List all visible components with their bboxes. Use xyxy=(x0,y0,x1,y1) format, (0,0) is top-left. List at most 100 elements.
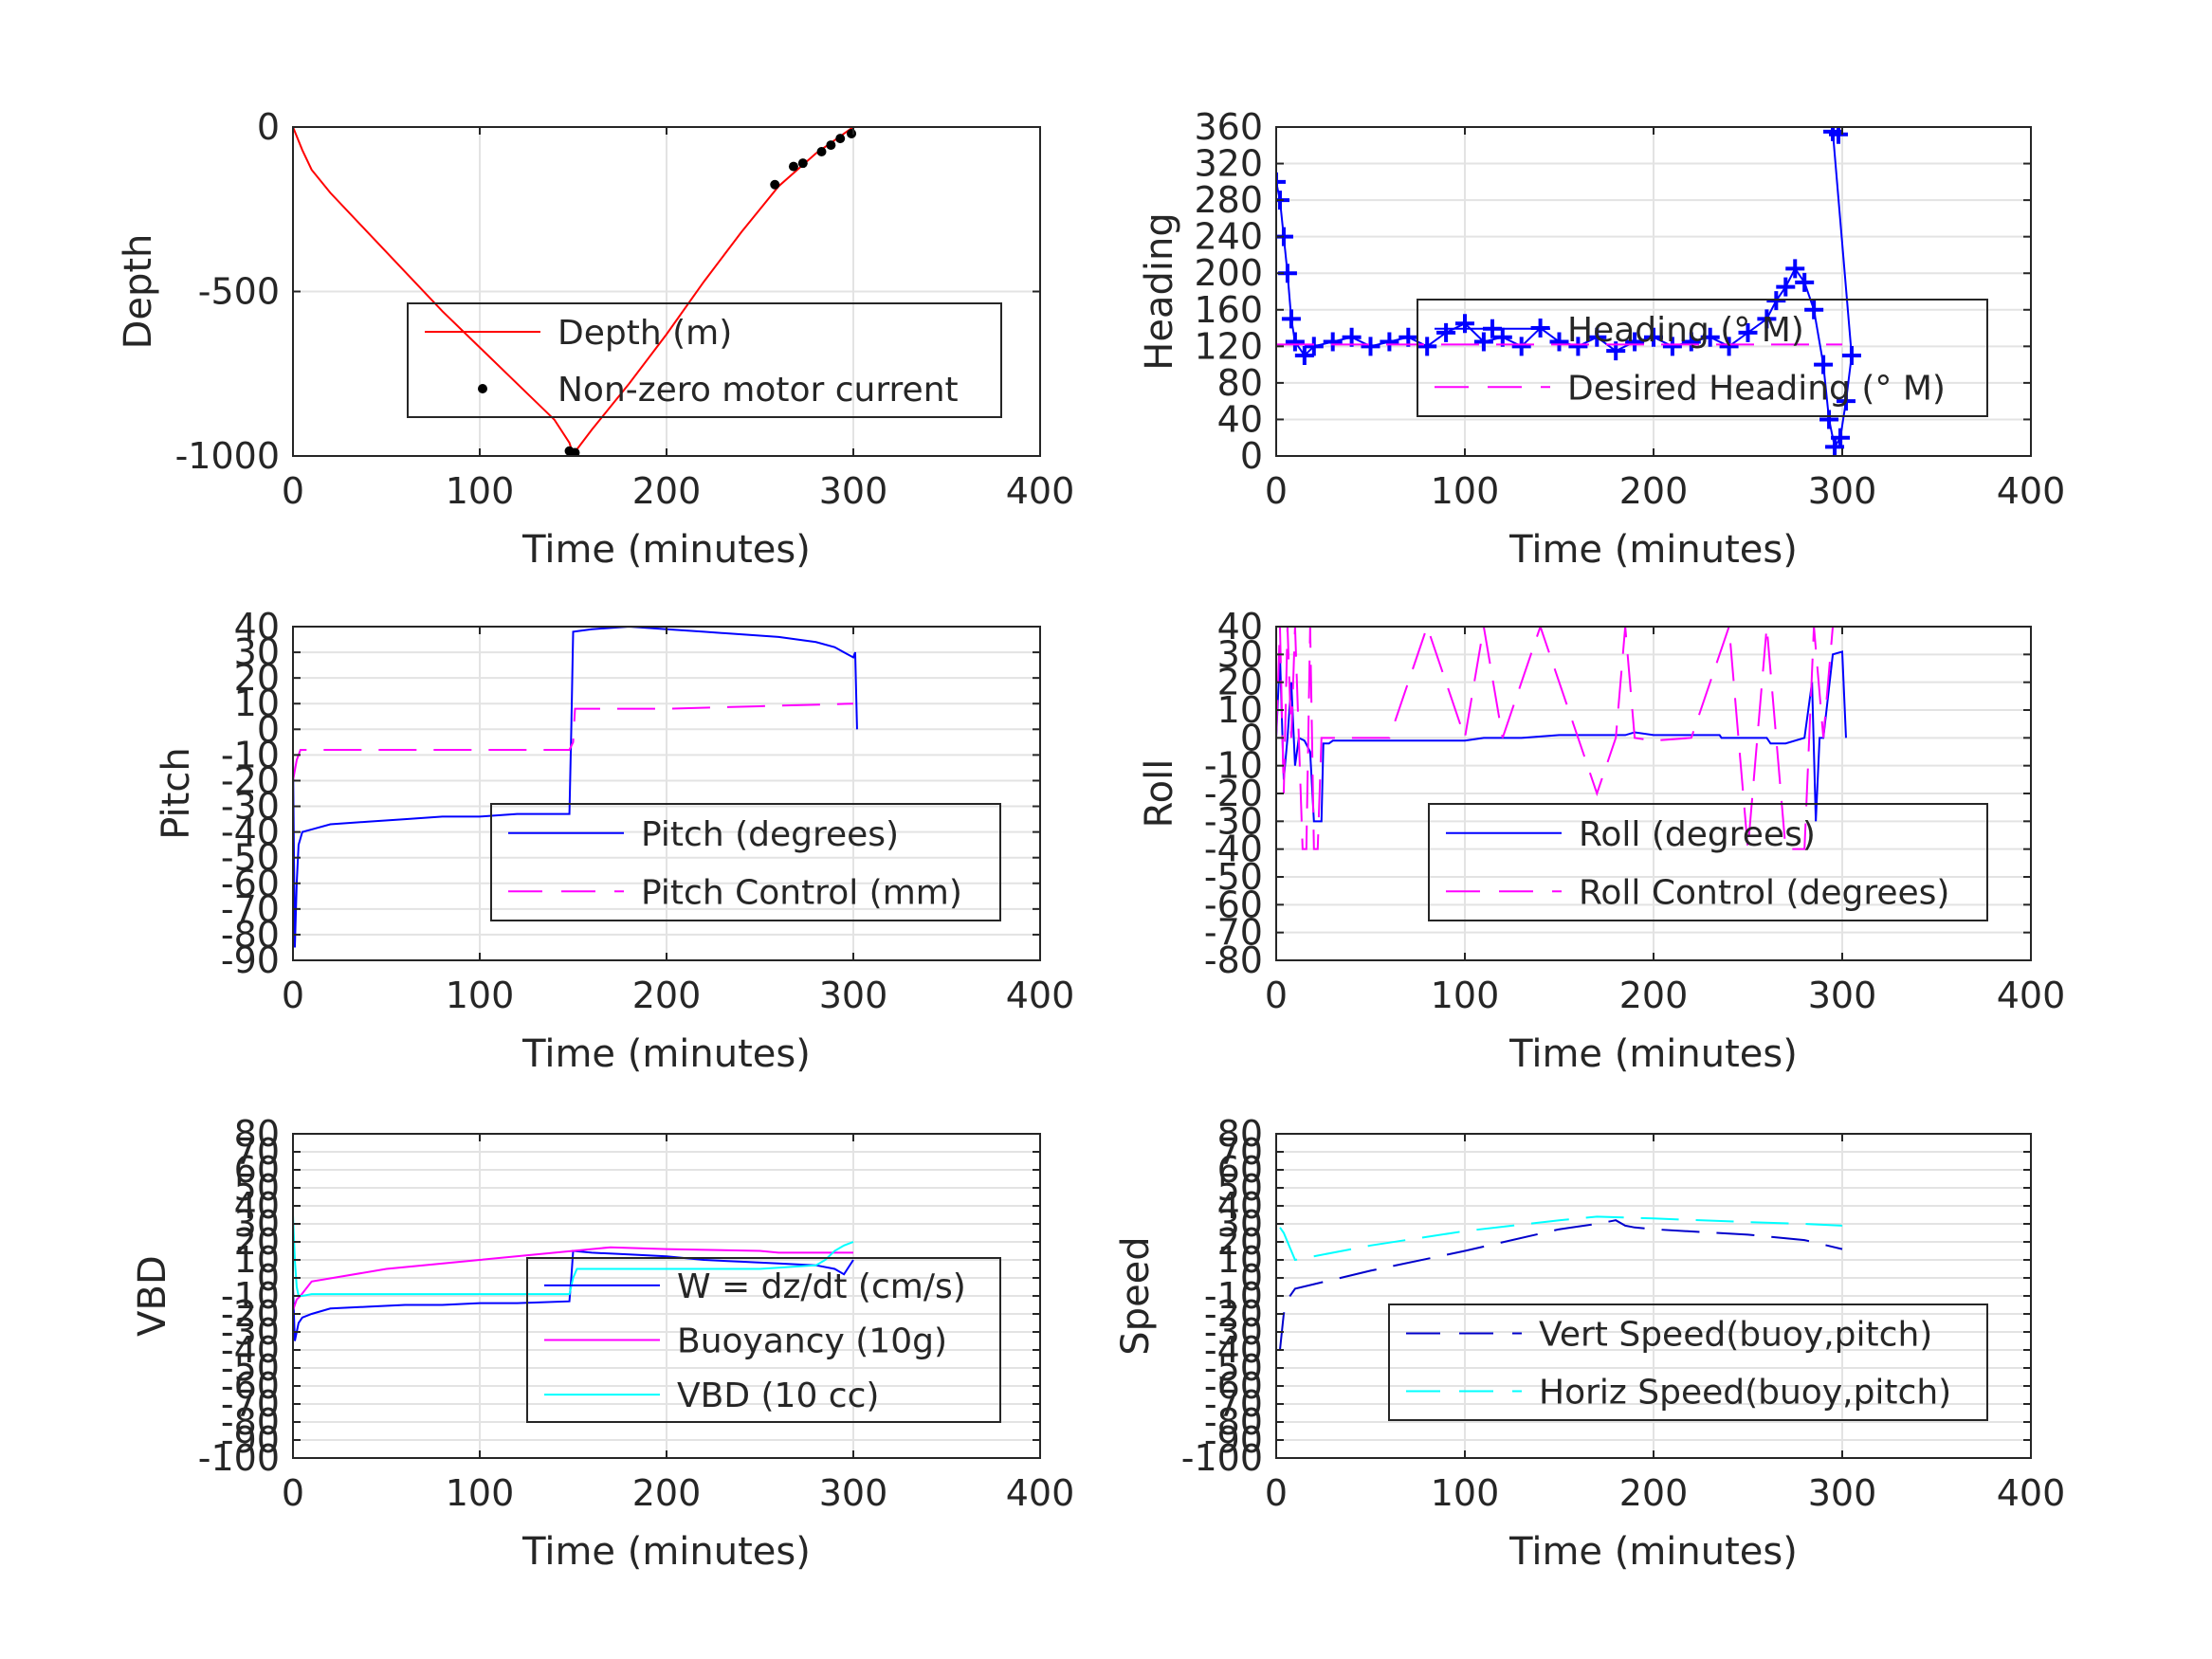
y-tick-label: -60 xyxy=(1204,884,1263,925)
series-heading-m-marker xyxy=(1719,337,1739,356)
series-heading-m-marker xyxy=(1361,337,1380,356)
y-axis-label: VBD xyxy=(131,1255,174,1337)
y-tick-label: -20 xyxy=(1204,773,1263,814)
x-tick-label: 0 xyxy=(1265,470,1288,512)
y-tick-label: -30 xyxy=(1204,800,1263,842)
y-tick-label: 40 xyxy=(234,1185,280,1227)
data-layer xyxy=(293,127,857,456)
x-tick-label: 100 xyxy=(1431,470,1500,512)
series-heading-m-marker xyxy=(1398,327,1418,347)
y-tick-label: 30 xyxy=(1217,1203,1263,1245)
series-heading-m-marker xyxy=(1644,327,1663,347)
legend-box xyxy=(1388,1304,1988,1421)
series-heading-m-marker xyxy=(1304,337,1324,356)
series-heading-m-marker xyxy=(1455,314,1474,334)
y-tick-label: -100 xyxy=(1181,1437,1263,1479)
y-tick-label: -50 xyxy=(221,837,280,879)
y-tick-label: 50 xyxy=(1217,1167,1263,1209)
series-heading-m-marker xyxy=(1492,327,1512,347)
y-tick-label: -90 xyxy=(1204,1419,1263,1461)
series-non-zero-motor-current-point xyxy=(816,147,827,157)
panel-vbd: 0 100 200 300 400-100-90-80-70-60-50-40-30-2… xyxy=(131,1113,1074,1574)
legend-label: Buoyancy (10g) xyxy=(677,1322,947,1361)
data-layer xyxy=(1276,627,1847,850)
y-tick-label: -90 xyxy=(221,1419,280,1461)
y-tick-label: 280 xyxy=(1194,179,1263,221)
x-tick-label: 100 xyxy=(1431,1472,1500,1514)
series-heading-m-marker xyxy=(1785,259,1805,279)
legend-label: Heading (° M) xyxy=(1567,311,1804,350)
series-heading-m-marker xyxy=(1549,332,1569,352)
y-tick-label: -60 xyxy=(221,1365,280,1407)
legend-box xyxy=(526,1257,1001,1423)
y-tick-label: -70 xyxy=(221,1383,280,1425)
y-tick-label: 80 xyxy=(1217,1113,1263,1155)
x-tick-label: 0 xyxy=(1265,1472,1288,1514)
series-heading-m-marker xyxy=(1700,327,1720,347)
series-non-zero-motor-current-point xyxy=(847,128,857,138)
x-tick-label: 300 xyxy=(819,1472,888,1514)
y-tick-label: 120 xyxy=(1194,325,1263,367)
panel-heading: 0 100 200 300 40004080120160200240280320360T… xyxy=(1138,106,2065,572)
y-tick-label: 0 xyxy=(257,106,280,148)
series-w-dz-dt-cm-s-line xyxy=(293,1249,854,1341)
panel-speed: 0 100 200 300 400-100-90-80-70-60-50-40-30-2… xyxy=(1114,1113,2065,1574)
y-tick-label: 40 xyxy=(1217,398,1263,440)
y-tick-label: 0 xyxy=(1240,1257,1263,1299)
x-tick-label: 100 xyxy=(446,975,515,1016)
y-tick-label: -30 xyxy=(221,1311,280,1353)
series-heading-m-marker xyxy=(1380,332,1399,352)
y-tick-label: -10 xyxy=(221,734,280,775)
series-heading-m-marker xyxy=(1681,332,1701,352)
series-heading-m-marker xyxy=(1568,337,1588,356)
y-tick-label: 30 xyxy=(234,631,280,673)
series-horiz-speed-buoy-pitch-line xyxy=(1279,1215,1843,1262)
data-layer xyxy=(1276,127,1861,456)
y-tick-label: 20 xyxy=(1217,1221,1263,1263)
y-tick-label: 0 xyxy=(1240,717,1263,758)
series-heading-m-marker xyxy=(1841,345,1861,365)
y-tick-label: 30 xyxy=(234,1203,280,1245)
x-tick-label: 200 xyxy=(1619,1472,1689,1514)
series-heading-m-marker xyxy=(1831,428,1851,447)
series-roll-degrees-line xyxy=(1276,650,1847,823)
y-tick-label: -30 xyxy=(221,786,280,828)
series-heading-m-marker xyxy=(1836,392,1856,411)
y-tick-label: 0 xyxy=(1240,435,1263,477)
y-tick-label: -40 xyxy=(1204,829,1263,870)
series-heading-m-marker xyxy=(1281,309,1301,329)
x-tick-label: 200 xyxy=(1619,975,1689,1016)
x-axis-label: Time (minutes) xyxy=(521,1530,811,1574)
x-tick-label: 300 xyxy=(1808,1472,1877,1514)
x-axis-label: Time (minutes) xyxy=(521,528,811,572)
series-non-zero-motor-current-point xyxy=(835,134,846,144)
series-heading-m-marker xyxy=(1473,332,1493,352)
legend-label: Desired Heading (° M) xyxy=(1567,369,1946,408)
x-tick-label: 100 xyxy=(446,1472,515,1514)
series-heading-m-marker xyxy=(1625,332,1645,352)
y-tick-label: 10 xyxy=(234,1239,280,1281)
y-tick-label: -20 xyxy=(221,759,280,801)
y-tick-label: -500 xyxy=(198,271,280,313)
data-layer xyxy=(1278,1215,1843,1351)
legend-box xyxy=(407,302,1002,418)
y-tick-label: -100 xyxy=(198,1437,280,1479)
series-pitch-degrees-line xyxy=(293,627,858,948)
y-tick-label: -50 xyxy=(1204,856,1263,898)
y-tick-label: 10 xyxy=(1217,689,1263,731)
y-tick-label: 40 xyxy=(1217,1185,1263,1227)
y-axis-label: Depth xyxy=(117,234,160,350)
x-tick-label: 0 xyxy=(282,470,304,512)
legend-box xyxy=(490,803,1001,921)
x-tick-label: 400 xyxy=(1006,975,1075,1016)
y-tick-label: -80 xyxy=(1204,939,1263,981)
y-tick-label: 20 xyxy=(234,657,280,699)
x-tick-label: 400 xyxy=(1006,1472,1075,1514)
y-tick-label: 70 xyxy=(1217,1131,1263,1173)
series-heading-m-marker xyxy=(1285,332,1305,352)
series-heading-m-marker xyxy=(1819,410,1839,429)
y-tick-label: -10 xyxy=(1204,745,1263,787)
y-tick-label: 360 xyxy=(1194,106,1263,148)
legend-label: Vert Speed(buoy,pitch) xyxy=(1539,1316,1932,1355)
